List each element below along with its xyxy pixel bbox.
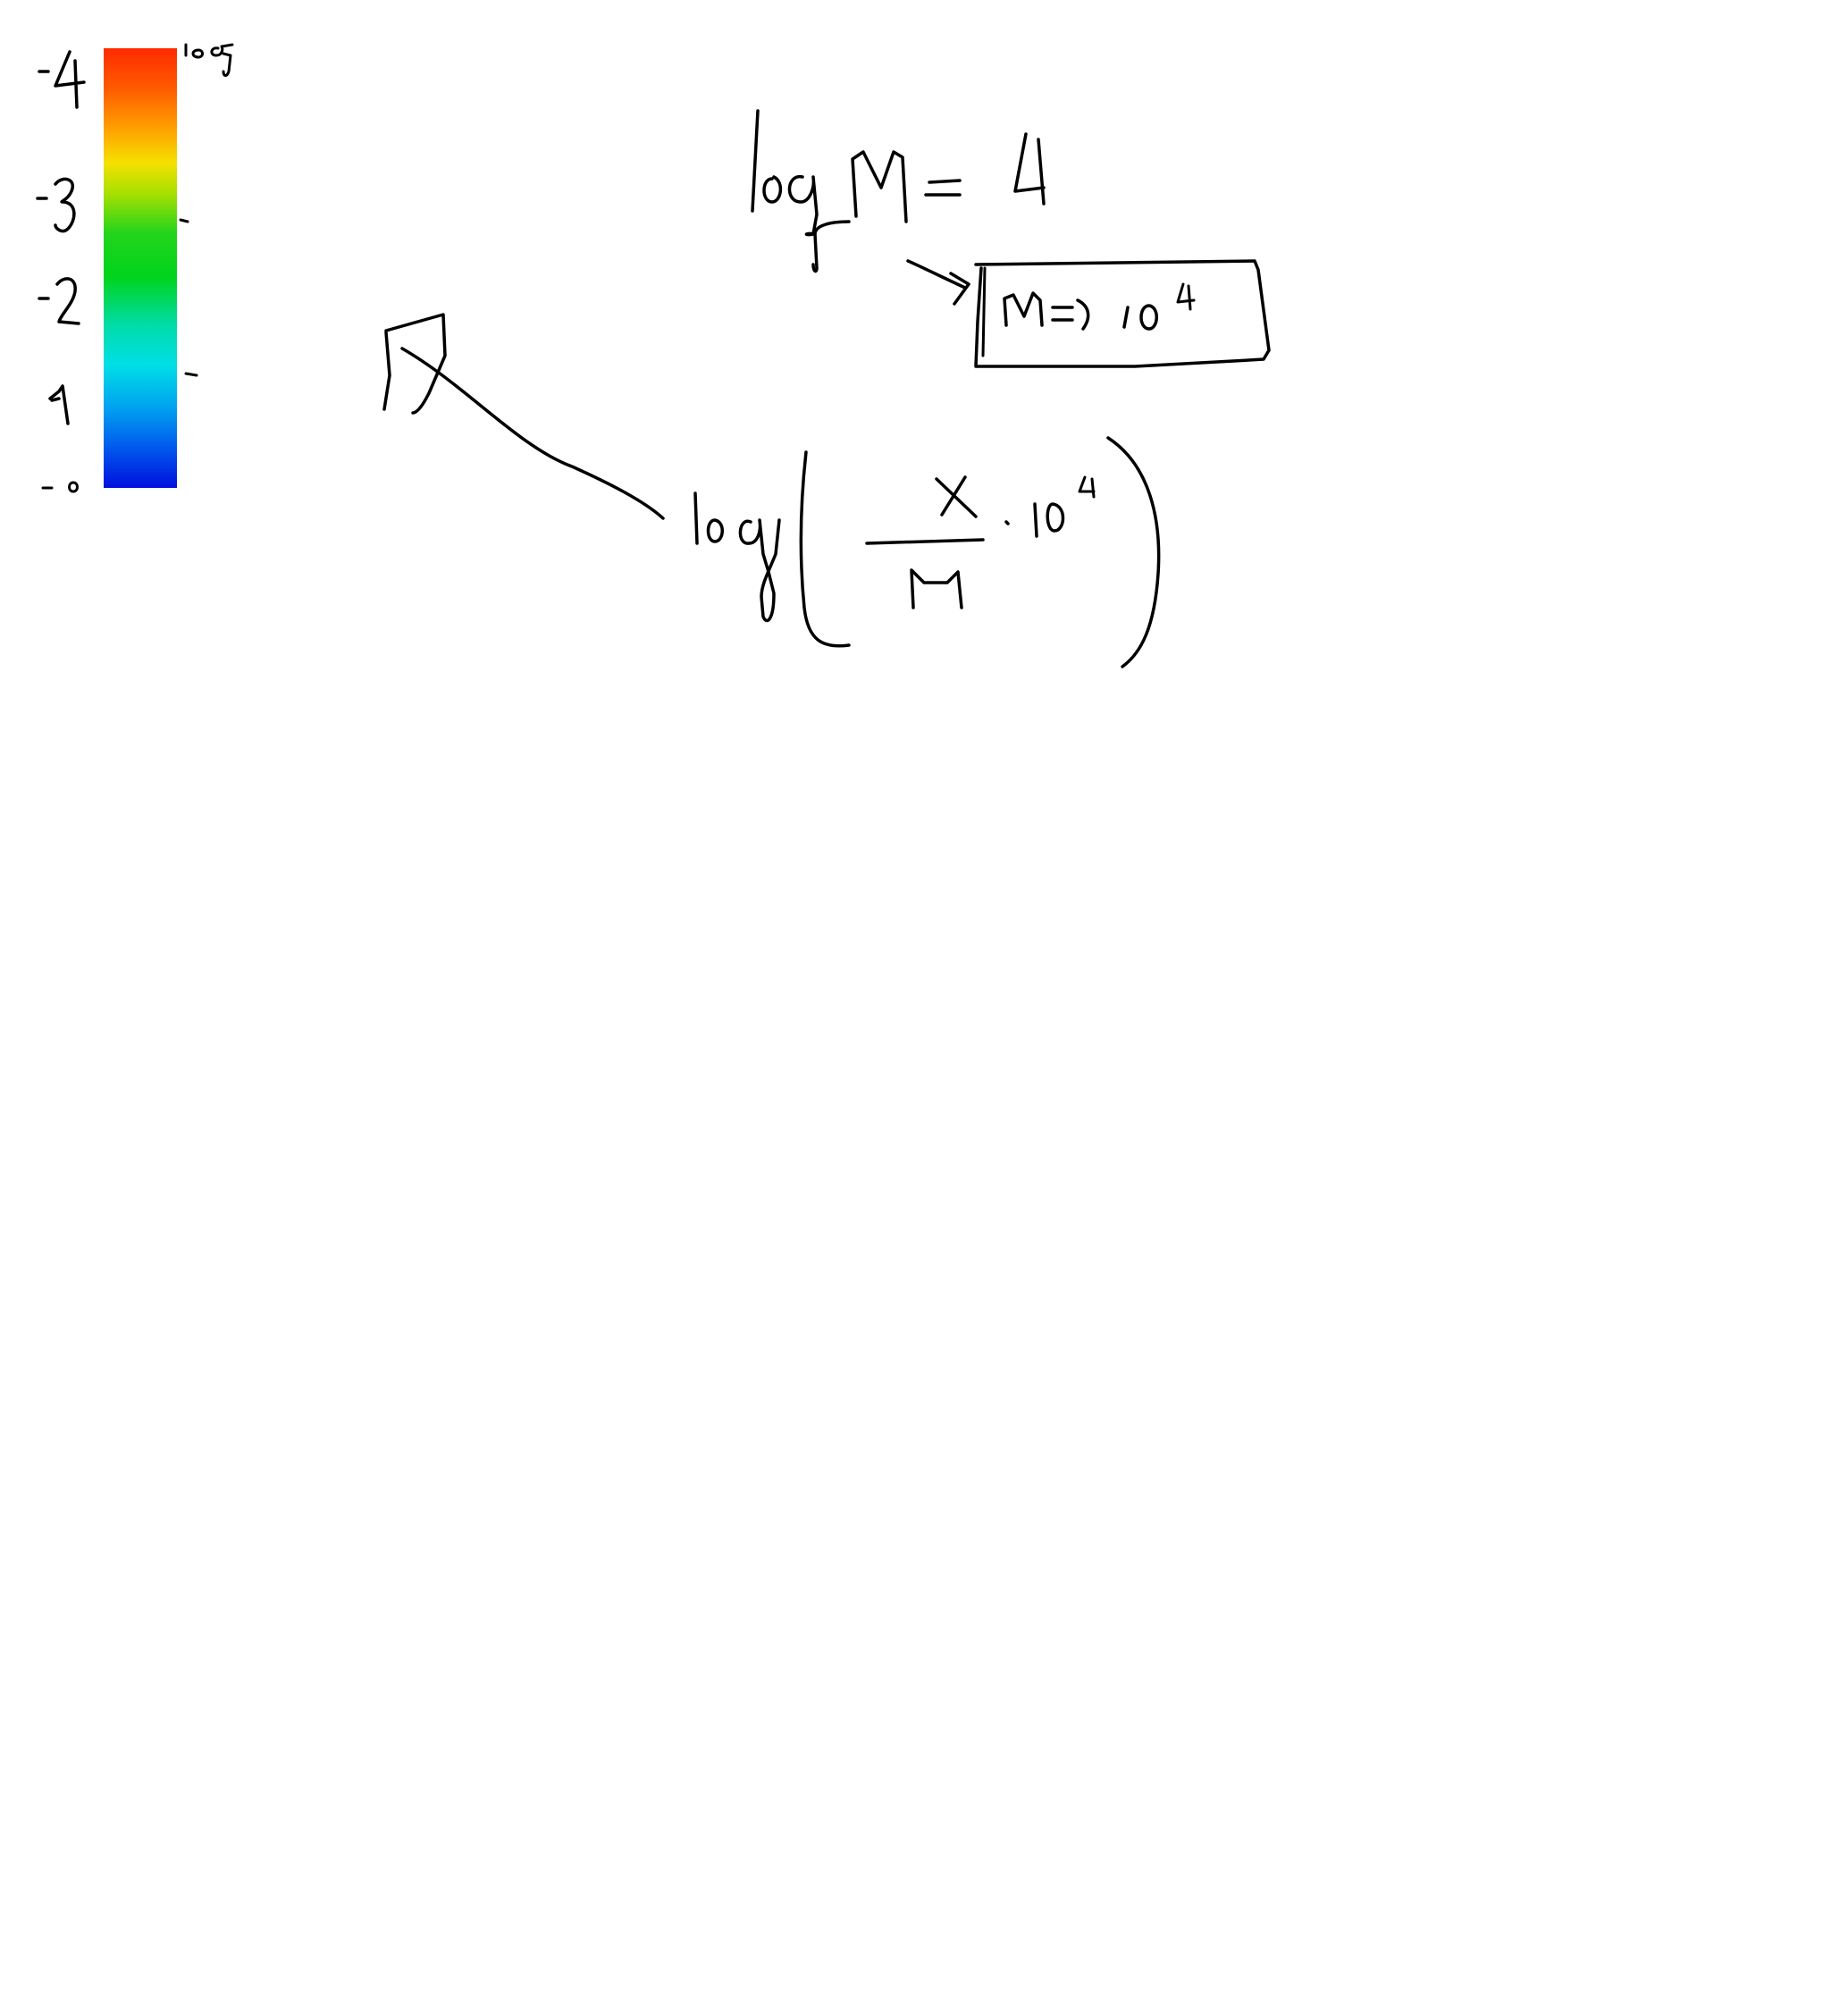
colorbar-label: log: [183, 34, 234, 77]
equation-2-text: log( X / M · 10^4 ): [688, 463, 1585, 577]
colorbar-label-text: log: [183, 34, 226, 68]
colorbar-tick-label: -4: [38, 50, 86, 109]
colorbar-tick-label: -3: [36, 177, 76, 233]
arrow-to-boxed-result: [906, 259, 970, 306]
colorbar-tick-mark: [184, 372, 198, 377]
boxed-result: M => 10^4: [974, 259, 1371, 368]
connector-curve: [400, 347, 665, 520]
equation-log-fraction: log( X / M · 10^4 ) X M: [688, 436, 1585, 668]
colorbar-gradient: [104, 48, 177, 488]
boxed-result-text: M => 10^4: [1001, 280, 1371, 353]
equation-log-m-equals-4: log M = 4: [751, 107, 1264, 273]
colorbar-tick-label: -2: [36, 277, 80, 326]
equation-2-denominator: M: [912, 559, 958, 621]
colorbar: log -4 -3 -2: [36, 34, 234, 500]
tick-label-neg3: -3: [36, 187, 71, 228]
tick-label-neg4: -4: [38, 57, 73, 98]
colorbar-tick-label: -1: [48, 384, 70, 425]
sketch-shape: [382, 313, 447, 415]
equation-1-text: log M = 4: [751, 107, 1264, 231]
colorbar-tick-label: -0: [39, 470, 79, 500]
tick-label-neg2: -2: [36, 285, 71, 326]
tick-label-neg0: -0: [39, 470, 64, 500]
colorbar-tick-mark: [179, 218, 189, 223]
